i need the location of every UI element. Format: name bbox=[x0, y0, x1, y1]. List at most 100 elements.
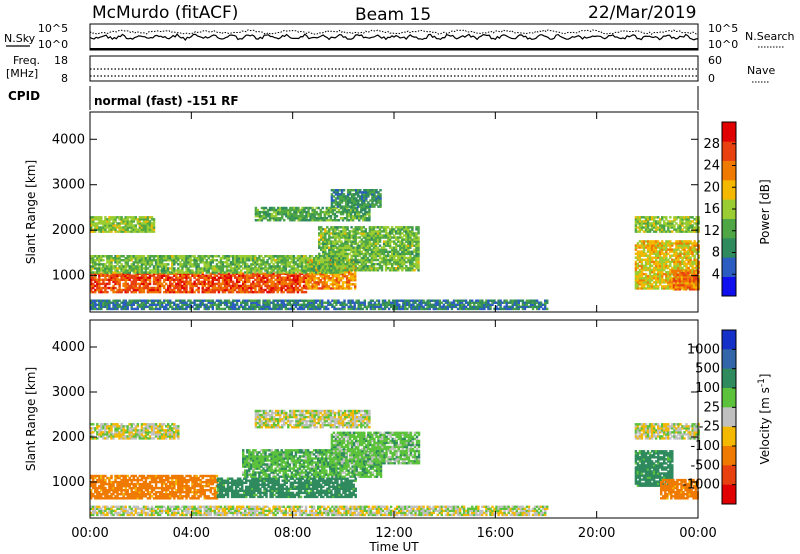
heatmap-cell-power-0 bbox=[187, 274, 190, 277]
heatmap-cell-power-0 bbox=[246, 278, 249, 282]
heatmap-cell-power-2 bbox=[189, 257, 192, 260]
heatmap-cell-power-0 bbox=[213, 276, 217, 279]
heatmap-cell-power-2 bbox=[217, 261, 221, 264]
heatmap-cell-power-6 bbox=[355, 199, 358, 202]
heatmap-cell-power-6 bbox=[350, 195, 354, 198]
heatmap-cell-power-2 bbox=[254, 267, 257, 270]
heatmap-cell-power-3 bbox=[364, 240, 368, 243]
heatmap-cell-power-8 bbox=[677, 240, 680, 243]
heatmap-cell-power-0 bbox=[203, 280, 206, 284]
heatmap-cell-power-10 bbox=[94, 303, 97, 307]
heatmap-cell-power-2 bbox=[102, 263, 105, 266]
heatmap-cell-power-2 bbox=[286, 255, 290, 258]
heatmap-cell-power-0 bbox=[173, 274, 176, 277]
heatmap-cell-power-7 bbox=[654, 222, 658, 225]
heatmap-cell-power-0 bbox=[233, 274, 237, 277]
heatmap-cell-power-5 bbox=[293, 208, 296, 212]
heatmap-cell-power-7 bbox=[636, 226, 640, 229]
heatmap-cell-power-3 bbox=[413, 262, 416, 266]
heatmap-cell-power-3 bbox=[346, 244, 349, 247]
heatmap-cell-power-3 bbox=[368, 269, 372, 272]
heatmap-cell-power-0 bbox=[258, 290, 261, 294]
heatmap-cell-power-1 bbox=[311, 279, 314, 282]
heatmap-cell-power-3 bbox=[324, 260, 327, 264]
heatmap-cell-power-3 bbox=[417, 246, 420, 249]
heatmap-cell-power-5 bbox=[254, 212, 258, 216]
heatmap-cell-power-2 bbox=[312, 257, 316, 260]
heatmap-cell-power-7 bbox=[659, 222, 662, 225]
heatmap-cell-power-3 bbox=[386, 240, 390, 243]
heatmap-cell-power-5 bbox=[297, 206, 300, 210]
heatmap-cell-power-2 bbox=[118, 259, 121, 262]
heatmap-cell-power-3 bbox=[320, 265, 323, 268]
heatmap-cell-power-8 bbox=[646, 246, 650, 249]
heatmap-cell-power-0 bbox=[116, 280, 119, 284]
heatmap-cell-power-3 bbox=[356, 232, 359, 235]
heatmap-cell-power-1 bbox=[341, 272, 345, 276]
heatmap-cell-power-2 bbox=[94, 261, 97, 264]
heatmap-cell-power-4 bbox=[130, 220, 133, 223]
heatmap-cell-power-2 bbox=[185, 269, 188, 272]
heatmap-cell-power-0 bbox=[90, 282, 93, 286]
heatmap-cell-power-2 bbox=[223, 257, 227, 260]
heatmap-cell-power-2 bbox=[296, 271, 300, 274]
heatmap-cell-power-5 bbox=[264, 215, 268, 218]
heatmap-cell-power-10 bbox=[175, 299, 178, 302]
heatmap-cell-power-0 bbox=[126, 276, 129, 279]
heatmap-cell-power-8 bbox=[638, 254, 642, 257]
heatmap-cell-power-3 bbox=[324, 238, 327, 241]
heatmap-cell-power-4 bbox=[122, 226, 125, 229]
heatmap-cell-power-0 bbox=[209, 282, 213, 286]
heatmap-cell-power-3 bbox=[330, 254, 333, 258]
heatmap-cell-power-2 bbox=[160, 263, 164, 266]
heatmap-cell-power-0 bbox=[262, 276, 265, 279]
heatmap-cell-power-6 bbox=[348, 199, 352, 202]
heatmap-cell-power-3 bbox=[393, 258, 396, 262]
heatmap-cell-power-5 bbox=[337, 219, 341, 222]
heatmap-cell-power-4 bbox=[146, 222, 150, 225]
heatmap-cell-power-8 bbox=[691, 260, 694, 264]
heatmap-cell-power-2 bbox=[327, 271, 330, 274]
heatmap-cell-power-3 bbox=[362, 232, 366, 235]
heatmap-cell-power-0 bbox=[237, 278, 241, 282]
heatmap-cell-power-4 bbox=[130, 216, 133, 219]
heatmap-cell-power-2 bbox=[165, 263, 168, 266]
heatmap-cell-power-3 bbox=[342, 267, 345, 270]
heatmap-cell-power-7 bbox=[667, 222, 670, 225]
heatmap-cell-power-3 bbox=[368, 226, 372, 229]
heatmap-cell-power-3 bbox=[334, 226, 337, 229]
heatmap-cell-power-3 bbox=[358, 232, 361, 235]
heatmap-cell-power-5 bbox=[285, 215, 288, 218]
heatmap-cell-power-2 bbox=[288, 255, 292, 258]
heatmap-cell-power-0 bbox=[225, 280, 229, 284]
heatmap-cell-power-9 bbox=[682, 288, 686, 291]
heatmap-cell-power-3 bbox=[320, 230, 323, 233]
heatmap-cell-power-10 bbox=[132, 301, 136, 304]
heatmap-cell-power-8 bbox=[650, 240, 654, 243]
heatmap-cell-power-2 bbox=[276, 263, 279, 266]
heatmap-cell-power-0 bbox=[288, 282, 292, 286]
heatmap-cell-power-3 bbox=[374, 234, 378, 237]
heatmap-cell-power-3 bbox=[334, 238, 337, 241]
heatmap-cell-power-7 bbox=[665, 218, 668, 221]
heatmap-cell-power-10 bbox=[169, 303, 172, 307]
heatmap-cell-power-2 bbox=[264, 255, 267, 258]
heatmap-cell-power-3 bbox=[340, 260, 343, 264]
heatmap-cell-power-4 bbox=[108, 224, 111, 227]
heatmap-cell-power-2 bbox=[171, 265, 174, 268]
heatmap-cell-power-1 bbox=[315, 281, 318, 284]
heatmap-cell-power-8 bbox=[638, 250, 642, 253]
heatmap-cell-power-0 bbox=[280, 288, 283, 292]
heatmap-cell-power-3 bbox=[378, 232, 382, 235]
heatmap-cell-power-3 bbox=[384, 260, 388, 264]
heatmap-cell-power-2 bbox=[152, 255, 156, 258]
heatmap-cell-power-2 bbox=[235, 263, 239, 266]
heatmap-cell-power-2 bbox=[118, 257, 121, 260]
heatmap-cell-power-10 bbox=[193, 301, 196, 304]
heatmap-cell-power-0 bbox=[304, 290, 308, 294]
heatmap-cell-power-2 bbox=[209, 255, 213, 258]
heatmap-cell-power-5 bbox=[323, 212, 327, 216]
heatmap-cell-power-8 bbox=[695, 262, 698, 266]
heatmap-cell-power-5 bbox=[274, 215, 278, 218]
heatmap-cell-power-2 bbox=[333, 271, 336, 274]
